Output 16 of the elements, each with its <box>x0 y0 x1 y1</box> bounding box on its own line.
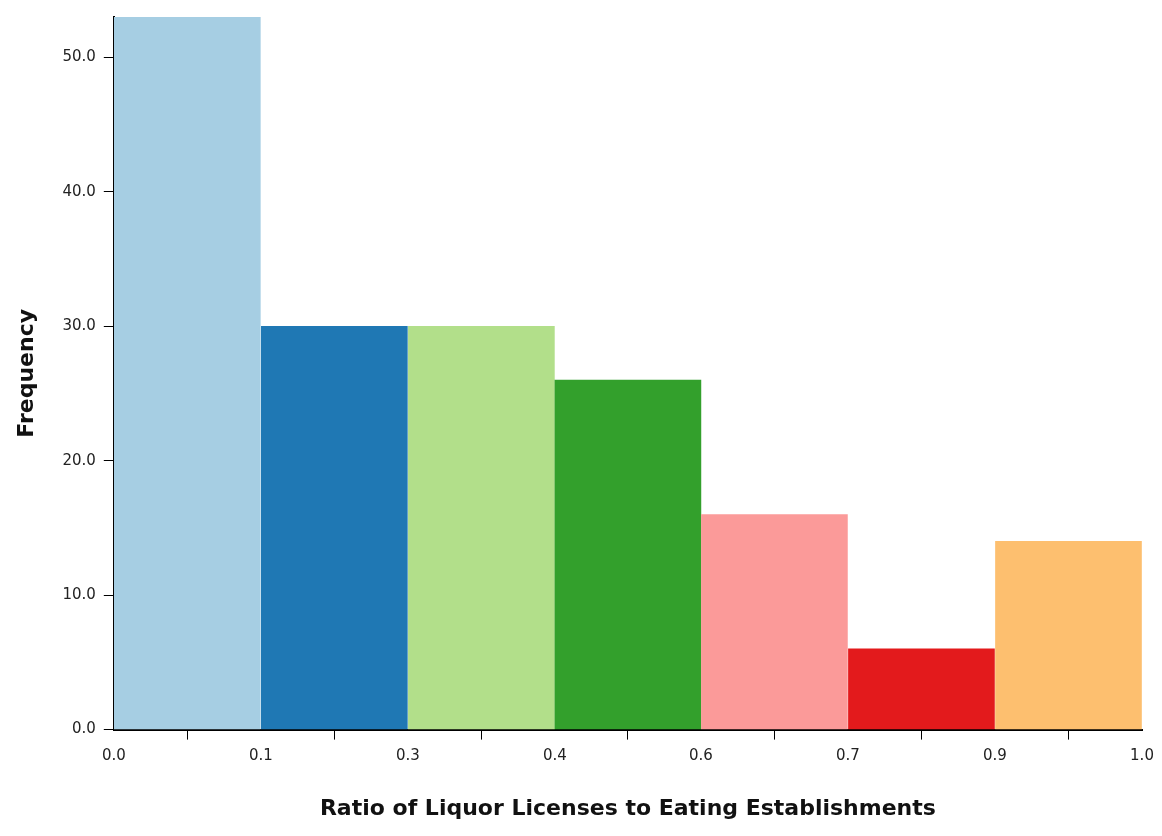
y-tick-label: 50.0 <box>62 47 96 66</box>
x-tick-label: 0.4 <box>542 746 567 765</box>
x-axis-title: Ratio of Liquor Licenses to Eating Establishments <box>319 794 936 820</box>
y-tick-label: 30.0 <box>62 316 96 335</box>
y-tick-label: 10.0 <box>62 585 96 604</box>
x-tick-label: 0.9 <box>983 746 1007 765</box>
x-tick-label: 0.6 <box>688 746 713 765</box>
y-tick-label: 0.0 <box>71 719 96 738</box>
x-tick-label: 1.0 <box>1130 746 1154 765</box>
x-tick-label: 0.7 <box>836 746 860 765</box>
y-axis-title: Frequency <box>12 308 38 438</box>
x-tick-label: 0.0 <box>101 746 126 765</box>
x-tick-label: 0.1 <box>248 746 273 765</box>
y-tick-label: 40.0 <box>62 181 96 200</box>
y-tick-label: 20.0 <box>62 450 96 469</box>
x-tick-label: 0.3 <box>395 746 420 765</box>
